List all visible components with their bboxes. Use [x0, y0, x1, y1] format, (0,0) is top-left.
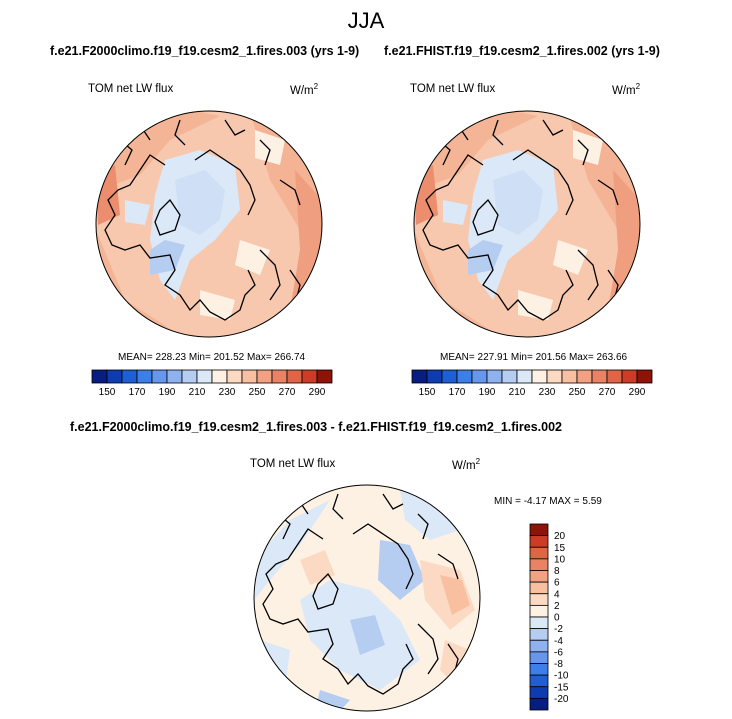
diff-colorbar-box [529, 581, 549, 595]
right-colorbar-box [606, 369, 623, 384]
right-colorbar-tick-label: 230 [539, 387, 556, 398]
right-colorbar-box [591, 369, 608, 384]
diff-colorbar-tick-label: -20 [554, 694, 569, 705]
left-colorbar-box [91, 369, 108, 384]
diff-colorbar-box [529, 628, 549, 641]
left-colorbar-tick-label: 190 [159, 387, 176, 398]
right-colorbar-box [636, 369, 653, 384]
right-colorbar-box [621, 369, 638, 384]
left-colorbar-box [166, 369, 183, 384]
left-colorbar-tick-label: 250 [249, 387, 266, 398]
right-colorbar: 150 170 190 210 230 250 270 290 [411, 369, 653, 398]
left-colorbar-tick-label: 290 [309, 387, 326, 398]
left-colorbar-tick-label: 210 [189, 387, 206, 398]
left-colorbar: 150 170 190 210 230 250 270 290 [91, 369, 333, 398]
diff-colorbar-tick-label: 4 [554, 589, 560, 600]
left-colorbar-box [286, 369, 303, 384]
left-colorbar-box [106, 369, 123, 384]
left-colorbar-box [151, 369, 168, 384]
diff-colorbar-tick-label: 6 [554, 578, 560, 589]
left-colorbar-box [226, 369, 243, 384]
left-polar-map [95, 110, 323, 338]
left-colorbar-box [301, 369, 318, 384]
diff-colorbar-box [529, 523, 549, 537]
right-colorbar-box [426, 369, 443, 384]
left-colorbar-box [241, 369, 258, 384]
left-colorbar-box [271, 369, 288, 384]
right-colorbar-tick-label: 210 [509, 387, 526, 398]
diff-colorbar-tick-label: 0 [554, 613, 560, 624]
diff-colorbar-box [529, 697, 549, 711]
left-panel-stats: MEAN= 228.23 Min= 201.52 Max= 266.74 [118, 352, 306, 363]
left-colorbar-tick-label: 150 [99, 387, 116, 398]
right-colorbar-tick-label: 170 [449, 387, 466, 398]
right-panel-units: W/m2 [612, 82, 641, 97]
right-colorbar-box [516, 369, 533, 384]
diff-colorbar-tick-label: 15 [554, 543, 566, 554]
diff-colorbar-box [529, 546, 549, 560]
right-colorbar-box [486, 369, 503, 384]
left-colorbar-tick-label: 230 [219, 387, 236, 398]
right-polar-map [413, 110, 641, 338]
right-panel-stats: MEAN= 227.91 Min= 201.56 Max= 263.66 [440, 352, 628, 363]
diff-colorbar-box [529, 604, 549, 618]
left-colorbar-tick-label: 270 [279, 387, 296, 398]
right-colorbar-box [411, 369, 428, 384]
right-colorbar-box [441, 369, 458, 384]
diff-colorbar-tick-label: 20 [554, 531, 566, 542]
right-colorbar-box [501, 369, 518, 384]
diff-colorbar-box [529, 558, 549, 571]
right-panel-case-title: f.e21.FHIST.f19_f19.cesm2_1.fires.002 (y… [384, 44, 660, 58]
right-colorbar-tick-label: 250 [569, 387, 586, 398]
diff-colorbar-tick-label: 10 [554, 554, 566, 565]
diff-colorbar-box [529, 686, 549, 699]
diff-colorbar-tick-label: -15 [554, 682, 569, 693]
left-colorbar-tick-label: 170 [129, 387, 146, 398]
diff-colorbar-box [529, 663, 549, 676]
left-colorbar-box [316, 369, 333, 384]
diff-panel-variable: TOM net LW flux [250, 458, 336, 470]
diff-colorbar-tick-label: -4 [554, 636, 563, 647]
diff-colorbar-box [529, 639, 549, 653]
diff-polar-map [253, 484, 481, 712]
diff-panel-case-title: f.e21.F2000climo.f19_f19.cesm2_1.fires.0… [70, 420, 562, 434]
right-panel-variable: TOM net LW flux [410, 83, 496, 95]
right-colorbar-box [456, 369, 473, 384]
left-panel-units: W/m2 [290, 82, 319, 97]
right-colorbar-tick-label: 290 [629, 387, 646, 398]
left-colorbar-box [256, 369, 273, 384]
diff-colorbar-box [529, 651, 549, 664]
diff-colorbar-box [529, 570, 549, 583]
right-colorbar-tick-label: 270 [599, 387, 616, 398]
diff-colorbar-box [529, 593, 549, 606]
diff-panel-stats: MIN = -4.17 MAX = 5.59 [494, 496, 602, 507]
diff-colorbar-box [529, 674, 549, 688]
diff-panel-units: W/m2 [452, 457, 481, 472]
left-colorbar-box [196, 369, 213, 384]
right-colorbar-box [576, 369, 593, 384]
left-colorbar-box [211, 369, 228, 384]
left-colorbar-box [136, 369, 153, 384]
left-colorbar-box [181, 369, 198, 384]
season-title: JJA [347, 8, 385, 33]
diff-colorbar-box [529, 616, 549, 630]
diff-colorbar-tick-label: -6 [554, 647, 563, 658]
right-colorbar-tick-label: 190 [479, 387, 496, 398]
left-panel-variable: TOM net LW flux [88, 83, 174, 95]
diff-colorbar-tick-label: 2 [554, 601, 560, 612]
right-colorbar-box [471, 369, 488, 384]
right-colorbar-tick-label: 150 [419, 387, 436, 398]
diff-colorbar-tick-label: -10 [554, 671, 569, 682]
right-colorbar-box [546, 369, 563, 384]
diff-colorbar-box [529, 535, 549, 548]
right-colorbar-box [531, 369, 548, 384]
diff-colorbar-tick-label: 8 [554, 566, 560, 577]
left-colorbar-box [121, 369, 138, 384]
left-panel-case-title: f.e21.F2000climo.f19_f19.cesm2_1.fires.0… [50, 44, 360, 58]
right-colorbar-box [561, 369, 578, 384]
diff-colorbar-tick-label: -8 [554, 659, 563, 670]
diff-colorbar-tick-label: -2 [554, 624, 563, 635]
